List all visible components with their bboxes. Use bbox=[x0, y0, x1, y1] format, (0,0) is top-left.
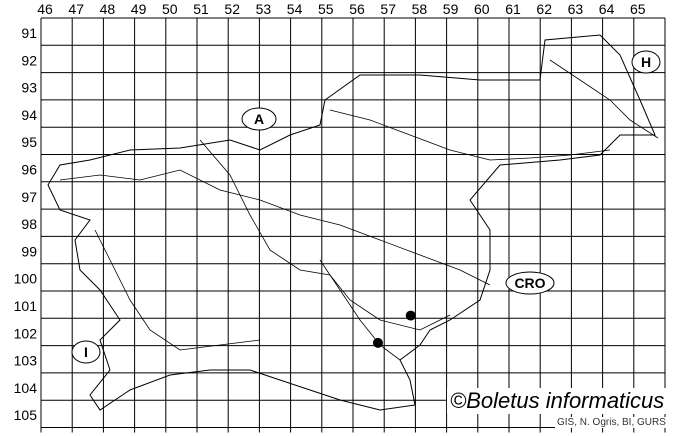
column-label: 46 bbox=[37, 1, 53, 17]
country-label-oval bbox=[505, 271, 555, 295]
column-label: 48 bbox=[100, 1, 116, 17]
column-label: 65 bbox=[630, 1, 646, 17]
country-label: CRO bbox=[514, 275, 545, 291]
record-point bbox=[405, 310, 416, 321]
row-label: 99 bbox=[21, 243, 37, 259]
country-outline bbox=[47, 34, 659, 411]
column-label: 51 bbox=[193, 1, 209, 17]
column-label: 63 bbox=[568, 1, 584, 17]
row-label: 105 bbox=[14, 407, 38, 423]
row-label: 104 bbox=[14, 380, 38, 396]
country-label: I bbox=[84, 344, 88, 360]
row-label: 96 bbox=[21, 162, 37, 178]
row-label: 101 bbox=[14, 298, 38, 314]
column-label: 59 bbox=[443, 1, 459, 17]
copyright-text: ©Boletus informaticus bbox=[447, 388, 668, 414]
column-label: 49 bbox=[131, 1, 147, 17]
column-label: 50 bbox=[162, 1, 178, 17]
column-label: 52 bbox=[224, 1, 240, 17]
row-label: 92 bbox=[21, 52, 37, 68]
river-path bbox=[319, 259, 401, 361]
river-path bbox=[199, 139, 451, 331]
column-label: 61 bbox=[505, 1, 521, 17]
row-label: 91 bbox=[21, 25, 37, 41]
column-label: 47 bbox=[68, 1, 84, 17]
row-label: 97 bbox=[21, 189, 37, 205]
record-point bbox=[372, 337, 383, 348]
row-label: 95 bbox=[21, 134, 37, 150]
country-label: H bbox=[641, 54, 651, 70]
column-label: 60 bbox=[474, 1, 490, 17]
column-label: 62 bbox=[536, 1, 552, 17]
row-label: 102 bbox=[14, 325, 38, 341]
column-label: 58 bbox=[412, 1, 428, 17]
country-label-oval bbox=[631, 50, 661, 74]
row-label: 98 bbox=[21, 216, 37, 232]
row-label: 103 bbox=[14, 353, 38, 369]
column-label: 57 bbox=[380, 1, 396, 17]
country-label-oval bbox=[241, 107, 277, 131]
country-label-oval bbox=[71, 340, 101, 364]
grid-lines bbox=[40, 17, 666, 433]
river-path bbox=[329, 109, 611, 161]
credit-text: GIS, N. Ogris, BI, GURS bbox=[555, 417, 668, 428]
row-label: 94 bbox=[21, 107, 37, 123]
row-label: 93 bbox=[21, 80, 37, 96]
column-label: 54 bbox=[287, 1, 303, 17]
country-label: A bbox=[254, 111, 264, 127]
river-path bbox=[549, 59, 659, 139]
column-label: 56 bbox=[349, 1, 365, 17]
column-label: 53 bbox=[256, 1, 272, 17]
row-label: 100 bbox=[14, 271, 38, 287]
river-path bbox=[59, 169, 491, 286]
river-path bbox=[94, 229, 261, 351]
column-label: 55 bbox=[318, 1, 334, 17]
border-path bbox=[47, 34, 656, 411]
column-label: 64 bbox=[599, 1, 615, 17]
